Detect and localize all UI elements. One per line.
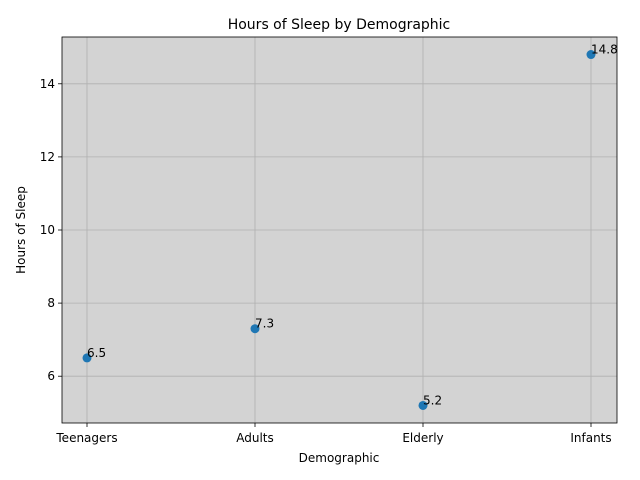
data-points: 6.5 7.3 5.2 14.8 bbox=[82, 43, 618, 410]
data-point bbox=[586, 50, 596, 60]
chart-title: Hours of Sleep by Demographic bbox=[228, 17, 451, 33]
axis-ticks: Teenagers Adults Elderly Infants 6 8 10 12 14 bbox=[40, 77, 612, 445]
data-label: 14.8 bbox=[591, 43, 618, 57]
y-tick-label: 10 bbox=[40, 223, 55, 237]
y-tick-label: 12 bbox=[40, 150, 55, 164]
x-tick-label: Adults bbox=[236, 431, 274, 445]
grid-lines bbox=[62, 37, 617, 423]
data-point bbox=[82, 353, 92, 363]
y-axis-label: Hours of Sleep bbox=[14, 186, 28, 274]
data-label: 5.2 bbox=[423, 393, 442, 407]
data-label: 7.3 bbox=[255, 317, 274, 331]
x-tick-label: Elderly bbox=[402, 431, 443, 445]
y-tick-label: 6 bbox=[47, 369, 55, 383]
y-tick-label: 14 bbox=[40, 77, 55, 91]
x-tick-label: Teenagers bbox=[55, 431, 117, 445]
x-axis-label: Demographic bbox=[299, 451, 380, 465]
y-tick-label: 8 bbox=[47, 296, 55, 310]
data-label: 6.5 bbox=[87, 346, 106, 360]
data-point bbox=[250, 324, 260, 334]
x-tick-label: Infants bbox=[570, 431, 611, 445]
data-point bbox=[418, 400, 428, 410]
